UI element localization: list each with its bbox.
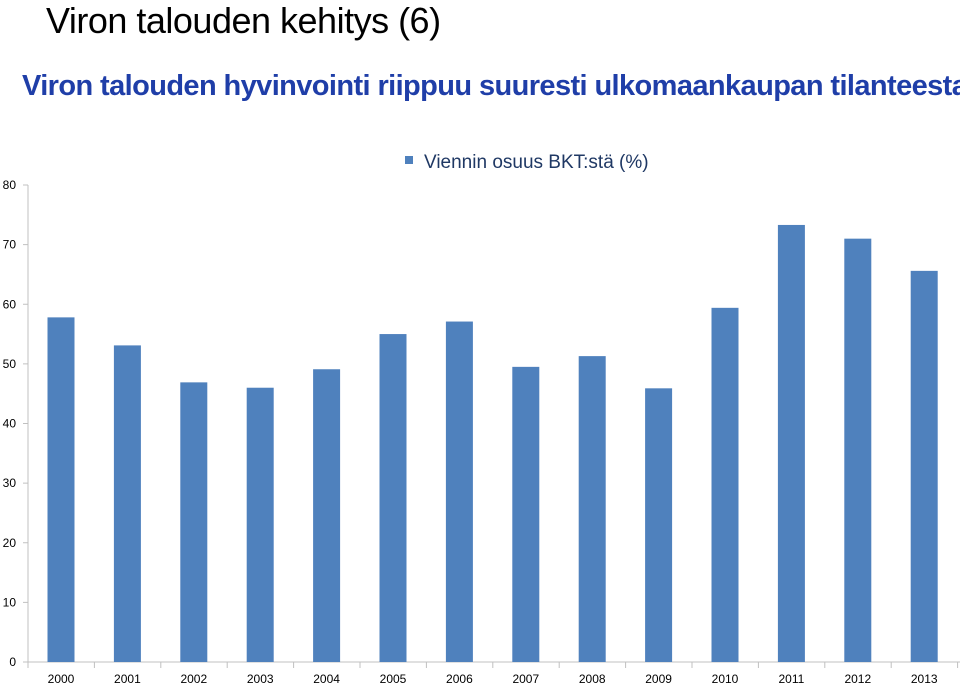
bar-2003 <box>246 387 274 662</box>
x-tick-label: 2005 <box>380 672 407 686</box>
x-tick-label: 2003 <box>247 672 274 686</box>
bar-2001 <box>113 345 141 662</box>
bar-2006 <box>445 321 473 662</box>
y-tick-labels: 0 10 20 30 40 50 60 70 80 <box>3 178 17 669</box>
bar-2004 <box>313 369 341 662</box>
bar-2012 <box>844 238 872 662</box>
y-tick-label: 20 <box>3 536 17 550</box>
chart-axes <box>23 184 960 668</box>
x-tick-labels: 2000 2001 2002 2003 2004 2005 2006 2007 2008 2009… <box>48 672 938 686</box>
x-tick-label: 2000 <box>48 672 75 686</box>
bar-2011 <box>777 224 805 663</box>
legend-label: Viennin osuus BKT:stä (%) <box>424 152 649 173</box>
chart-bars <box>47 224 938 663</box>
y-tick-label: 80 <box>3 178 17 192</box>
bar-2010 <box>711 307 739 662</box>
y-tick-label: 60 <box>3 297 17 311</box>
slide-title: Viron talouden kehitys (6) <box>46 0 441 41</box>
chart-legend: Viennin osuus BKT:stä (%) <box>405 152 649 173</box>
x-tick-label: 2004 <box>313 672 340 686</box>
bar-2005 <box>379 334 407 662</box>
x-tick-label: 2013 <box>911 672 938 686</box>
x-tick-label: 2006 <box>446 672 473 686</box>
x-tick-label: 2001 <box>114 672 141 686</box>
legend-swatch <box>405 156 413 164</box>
bar-2002 <box>180 382 208 662</box>
x-tick-label: 2011 <box>778 672 804 686</box>
x-tick-label: 2010 <box>712 672 739 686</box>
y-tick-label: 40 <box>3 417 17 431</box>
y-tick-label: 0 <box>9 655 16 669</box>
x-tick-label: 2009 <box>645 672 672 686</box>
y-tick-label: 10 <box>3 595 17 609</box>
y-tick-label: 70 <box>3 238 17 252</box>
y-tick-label: 30 <box>3 476 17 490</box>
x-tick-label: 2007 <box>512 672 539 686</box>
bar-2007 <box>512 366 540 662</box>
bar-2009 <box>645 388 673 662</box>
bar-2008 <box>578 356 606 662</box>
slide-subtitle: Viron talouden hyvinvointi riippuu suure… <box>22 70 960 102</box>
x-tick-label: 2008 <box>579 672 606 686</box>
x-tick-label: 2002 <box>180 672 207 686</box>
bar-2000 <box>47 317 75 662</box>
y-tick-label: 50 <box>3 357 17 371</box>
bar-2013 <box>910 270 938 662</box>
x-tick-label: 2012 <box>844 672 871 686</box>
